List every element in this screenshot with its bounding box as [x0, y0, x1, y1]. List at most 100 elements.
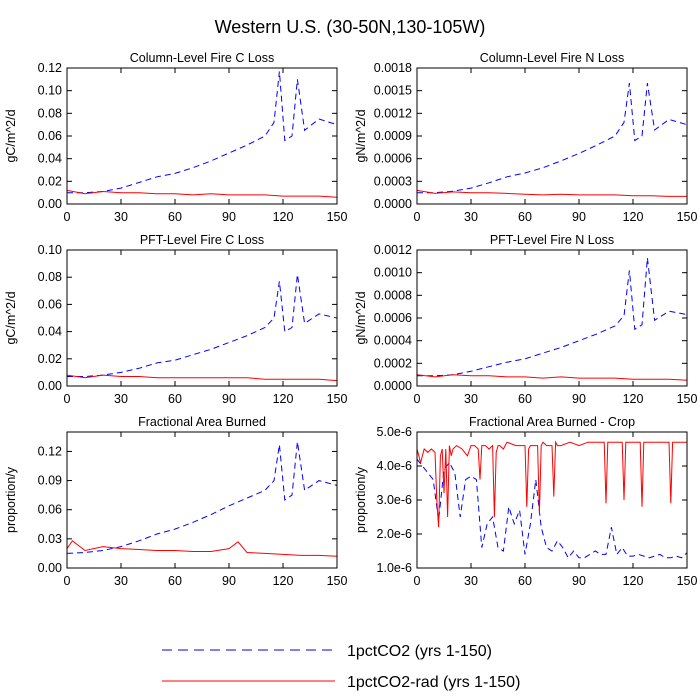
x-tick-label: 120	[273, 392, 294, 406]
y-axis-label: gN/m^2/d	[354, 109, 368, 162]
x-tick-label: 90	[572, 574, 586, 588]
y-axis-label: proportion/y	[4, 466, 18, 533]
series-line-1pctCO2	[67, 71, 337, 194]
x-tick-label: 30	[464, 574, 478, 588]
series-lines	[417, 440, 687, 559]
x-tick-label: 0	[64, 210, 71, 224]
y-tick-label: 0.10	[38, 243, 62, 257]
plot-frame	[416, 249, 688, 387]
x-tick-label: 30	[114, 210, 128, 224]
x-tick-label: 90	[222, 574, 236, 588]
series-line-1pctCO2-rad	[67, 189, 337, 198]
series-line-1pctCO2-rad	[417, 440, 687, 528]
figure-title: Western U.S. (30-50N,130-105W)	[215, 17, 486, 37]
y-tick-label: 0.00	[38, 379, 62, 393]
series-line-1pctCO2	[67, 274, 337, 377]
y-tick-label: 0.0004	[374, 334, 412, 348]
y-tick-label: 0.0012	[374, 243, 412, 257]
y-tick-label: 1.0e-6	[377, 561, 412, 575]
x-tick-label: 150	[677, 574, 698, 588]
x-tick-label: 120	[623, 210, 644, 224]
panel-title: Fractional Area Burned - Crop	[469, 415, 635, 429]
x-tick-label: 60	[168, 574, 182, 588]
y-tick-label: 0.0000	[374, 197, 412, 211]
panels-group: Column-Level Fire C Loss gC/m^2/d 0 30 60 90 1…	[4, 51, 697, 588]
x-tick-label: 90	[222, 392, 236, 406]
series-lines	[67, 441, 337, 557]
series-line-1pctCO2-rad	[67, 540, 337, 557]
y-tick-label: 0.0008	[374, 288, 412, 302]
panel-1: Column-Level Fire C Loss gC/m^2/d 0 30 60 90 1…	[4, 51, 347, 224]
y-tick-label: 0.0003	[374, 174, 412, 188]
y-tick-label: 0.0015	[374, 84, 412, 98]
y-tick-label: 5.0e-6	[377, 425, 412, 439]
x-tick-label: 120	[273, 210, 294, 224]
x-tick-label: 150	[327, 210, 348, 224]
y-tick-label: 0.0006	[374, 311, 412, 325]
panel-title: Column-Level Fire N Loss	[480, 51, 625, 65]
panel-2: Column-Level Fire N Loss gN/m^2/d 0 30 60 90 1…	[354, 51, 697, 224]
y-axis-label: gN/m^2/d	[354, 291, 368, 344]
y-tick-label: 0.06	[38, 297, 62, 311]
y-tick-label: 0.0010	[374, 266, 412, 280]
x-tick-label: 0	[414, 392, 421, 406]
series-line-1pctCO2-rad	[417, 189, 687, 197]
series-line-1pctCO2-rad	[417, 374, 687, 381]
x-tick-label: 120	[623, 574, 644, 588]
x-tick-label: 0	[414, 210, 421, 224]
y-tick-label: 0.02	[38, 352, 62, 366]
x-tick-label: 60	[518, 574, 532, 588]
y-tick-label: 0.0009	[374, 129, 412, 143]
x-tick-label: 60	[168, 392, 182, 406]
y-tick-label: 0.0000	[374, 379, 412, 393]
y-tick-label: 0.06	[38, 503, 62, 517]
y-axis-label: gC/m^2/d	[4, 291, 18, 344]
x-tick-label: 120	[623, 392, 644, 406]
series-line-1pctCO2-rad	[67, 374, 337, 382]
y-tick-label: 0.10	[38, 84, 62, 98]
legend-label-1pctCO2-rad: 1pctCO2-rad (yrs 1-150)	[347, 674, 520, 691]
x-tick-label: 90	[572, 210, 586, 224]
y-axis-label: proportion/y	[354, 466, 368, 533]
legend: 1pctCO2 (yrs 1-150) 1pctCO2-rad (yrs 1-1…	[162, 643, 520, 691]
series-lines	[417, 83, 687, 197]
series-lines	[67, 274, 337, 382]
panel-title: PFT-Level Fire N Loss	[490, 233, 614, 247]
plot-frame	[416, 67, 688, 205]
x-tick-label: 30	[114, 574, 128, 588]
panel-4: PFT-Level Fire N Loss gN/m^2/d 0 30 60 90 120 1…	[354, 233, 697, 406]
x-tick-label: 30	[464, 392, 478, 406]
y-tick-label: 4.0e-6	[377, 459, 412, 473]
y-tick-label: 0.12	[38, 61, 62, 75]
x-tick-label: 150	[677, 392, 698, 406]
x-tick-label: 0	[64, 574, 71, 588]
x-tick-label: 90	[572, 392, 586, 406]
y-tick-label: 0.0012	[374, 106, 412, 120]
x-tick-label: 0	[414, 574, 421, 588]
y-tick-label: 0.00	[38, 197, 62, 211]
panel-title: Fractional Area Burned	[138, 415, 266, 429]
y-tick-label: 0.06	[38, 129, 62, 143]
y-tick-label: 0.04	[38, 152, 62, 166]
y-tick-label: 0.0002	[374, 356, 412, 370]
y-axis-label: gC/m^2/d	[4, 109, 18, 162]
series-line-1pctCO2	[417, 257, 687, 377]
y-tick-label: 0.0018	[374, 61, 412, 75]
series-line-1pctCO2	[417, 83, 687, 194]
y-tick-label: 0.08	[38, 106, 62, 120]
y-tick-label: 3.0e-6	[377, 493, 412, 507]
y-tick-label: 0.0006	[374, 152, 412, 166]
series-lines	[67, 71, 337, 198]
y-tick-label: 2.0e-6	[377, 527, 412, 541]
y-tick-label: 0.09	[38, 474, 62, 488]
x-tick-label: 60	[168, 210, 182, 224]
x-tick-label: 90	[222, 210, 236, 224]
y-tick-label: 0.04	[38, 325, 62, 339]
x-tick-label: 150	[327, 574, 348, 588]
y-tick-label: 0.00	[38, 561, 62, 575]
panel-title: PFT-Level Fire C Loss	[140, 233, 264, 247]
series-line-1pctCO2	[67, 441, 337, 554]
panel-title: Column-Level Fire C Loss	[130, 51, 275, 65]
y-tick-label: 0.12	[38, 444, 62, 458]
x-tick-label: 150	[327, 392, 348, 406]
